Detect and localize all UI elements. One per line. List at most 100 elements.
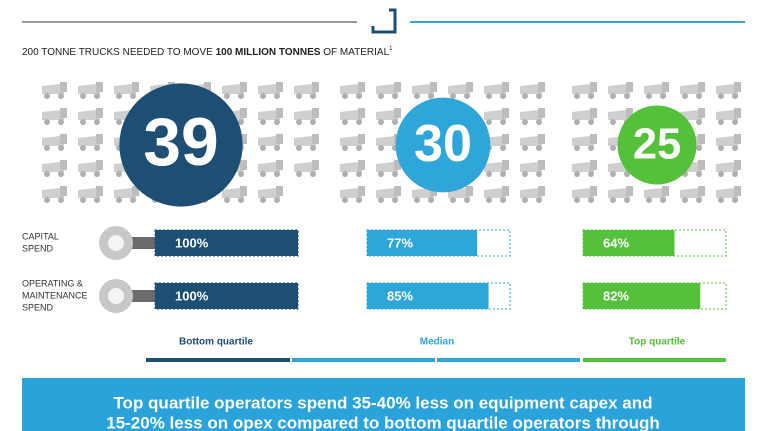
truck-cab [240,108,247,118]
truck-cab [276,186,283,196]
truck-wheel [718,145,724,151]
truck-cab [60,186,67,196]
truck-body [42,136,64,146]
truck-wheel [260,119,266,125]
truck-wheel [696,93,702,99]
circle-number: 25 [633,120,681,168]
truck-icon [222,186,247,203]
truck-icon [258,160,283,177]
truck-cab [276,160,283,170]
bar-label: 82% [603,288,629,303]
truck-icon [258,186,283,203]
truck-cab [204,82,211,92]
truck-icon [376,108,401,125]
truck-body [520,162,542,172]
truck-body [716,110,738,120]
truck-icon [340,134,365,151]
truck-cab [590,134,597,144]
truck-wheel [610,197,616,203]
truck-body [572,84,594,94]
truck-wheel [624,171,630,177]
truck-body [716,162,738,172]
truck-wheel [500,93,506,99]
truck-wheel [732,171,738,177]
truck-wheel [588,171,594,177]
truck-icon [42,160,67,177]
truck-wheel [624,197,630,203]
truck-icon [78,160,103,177]
truck-body [484,110,506,120]
bar-label: 64% [603,235,629,250]
quartile-label: Bottom quartile [179,337,253,348]
truck-icon [114,186,139,203]
truck-icon [258,82,283,99]
truck-wheel [58,197,64,203]
truck-body [680,188,702,198]
bar [583,230,675,256]
truck-wheel [610,119,616,125]
truck-cab [96,82,103,92]
bar-label: 100% [175,288,209,303]
truck-cab [96,186,103,196]
truck-body [716,136,738,146]
truck-wheel [94,197,100,203]
truck-body [222,84,244,94]
truck-wheel [718,171,724,177]
truck-cab [502,134,509,144]
truck-wheel [378,119,384,125]
truck-cab [240,82,247,92]
truck-cab [698,134,705,144]
truck-body [484,162,506,172]
truck-icon [608,186,633,203]
quartile-label: Top quartile [629,337,686,348]
truck-wheel [610,93,616,99]
truck-body [78,162,100,172]
truck-icon [114,82,139,99]
truck-icon [572,108,597,125]
truck-cab [312,160,319,170]
truck-wheel [732,93,738,99]
truck-wheel [522,145,528,151]
truck-wheel [80,119,86,125]
truck-wheel [224,197,230,203]
truck-wheel [414,93,420,99]
bar [583,283,701,309]
truck-body [114,84,136,94]
truck-body [78,110,100,120]
truck-wheel [378,197,384,203]
truck-cab [538,134,545,144]
truck-body [258,84,280,94]
truck-body [42,110,64,120]
truck-wheel [58,145,64,151]
truck-body [340,188,362,198]
truck-icon [78,134,103,151]
truck-wheel [356,93,362,99]
truck-wheel [610,145,616,151]
truck-wheel [718,197,724,203]
circle-number: 39 [143,105,218,180]
truck-wheel [116,93,122,99]
truck-body [376,188,398,198]
truck-cab [276,108,283,118]
truck-wheel [80,171,86,177]
truck-wheel [428,93,434,99]
metric-icon-inner [108,288,124,304]
truck-cab [312,82,319,92]
truck-wheel [392,171,398,177]
header-title: 200 TONNE TRUCKS NEEDED TO MOVE 100 MILL… [22,46,393,58]
truck-cab [96,160,103,170]
truck-icon [78,108,103,125]
truck-wheel [574,171,580,177]
truck-cab [626,186,633,196]
truck-icon [340,186,365,203]
truck-wheel [310,171,316,177]
truck-cab [394,160,401,170]
bar-label: 100% [175,235,209,250]
truck-icon [222,82,247,99]
truck-body [608,84,630,94]
truck-wheel [414,197,420,203]
truck-body [222,188,244,198]
truck-body [294,84,316,94]
truck-wheel [588,93,594,99]
truck-icon [78,186,103,203]
